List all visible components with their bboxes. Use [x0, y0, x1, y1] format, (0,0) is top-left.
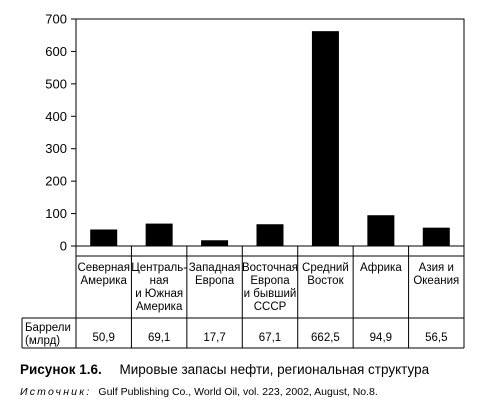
- bar: [201, 240, 229, 246]
- category-label: Северная Америка: [77, 262, 129, 287]
- y-tick-label: 200: [45, 174, 67, 189]
- bar: [422, 227, 450, 246]
- y-tick-label: 100: [45, 206, 67, 221]
- y-tick-label: 700: [45, 12, 67, 27]
- bar: [367, 215, 395, 246]
- y-tick-label: 0: [60, 239, 67, 254]
- y-tick-label: 600: [45, 44, 67, 59]
- data-value-label: 94,9: [370, 332, 392, 344]
- category-label: Азия и Океания: [413, 262, 459, 287]
- source-text: Gulf Publishing Co., World Oil, vol. 223…: [98, 386, 378, 398]
- category-label: Средний Восток: [302, 262, 349, 287]
- category-label: Восточная Европа и бывший СССР: [242, 262, 298, 313]
- category-label: Централь-ная и Южная Америка: [131, 262, 187, 313]
- plot-area-frame: [75, 18, 465, 247]
- category-label: Западная Европа: [189, 262, 241, 287]
- figure-title: Мировые запасы нефти, региональная струк…: [119, 362, 430, 377]
- bar: [256, 224, 284, 246]
- data-value-label: 662,5: [311, 332, 340, 344]
- y-tick-label: 400: [45, 109, 67, 124]
- bar: [311, 31, 339, 246]
- y-axis: 0 100 200 300 400 500 600 700: [45, 12, 76, 254]
- data-value-label: 67,1: [259, 332, 281, 344]
- data-value-label: 69,1: [148, 332, 170, 344]
- figure-number: Рисунок 1.6.: [20, 362, 102, 377]
- data-value-label: 50,9: [93, 332, 115, 344]
- chart-frame: [75, 18, 465, 247]
- y-tick-label: 500: [45, 76, 67, 91]
- bar: [90, 229, 118, 246]
- row-label: Баррели (млрд): [25, 322, 71, 347]
- figure-caption: Рисунок 1.6. Мировые запасы нефти, регио…: [20, 362, 429, 377]
- source-label: Источник:: [20, 386, 92, 398]
- data-value-label: 17,7: [203, 332, 225, 344]
- category-label: Африка: [360, 262, 402, 274]
- bar-chart-with-table: 0 100 200 300 400 500 600 700 Северная АмерикаЦе…: [21, 12, 465, 349]
- y-tick-label: 300: [45, 141, 67, 156]
- data-value-label: 56,5: [425, 332, 447, 344]
- bars: [90, 31, 450, 246]
- bar: [145, 223, 173, 246]
- figure-source: Источник: Gulf Publishing Co., World Oil…: [20, 386, 378, 398]
